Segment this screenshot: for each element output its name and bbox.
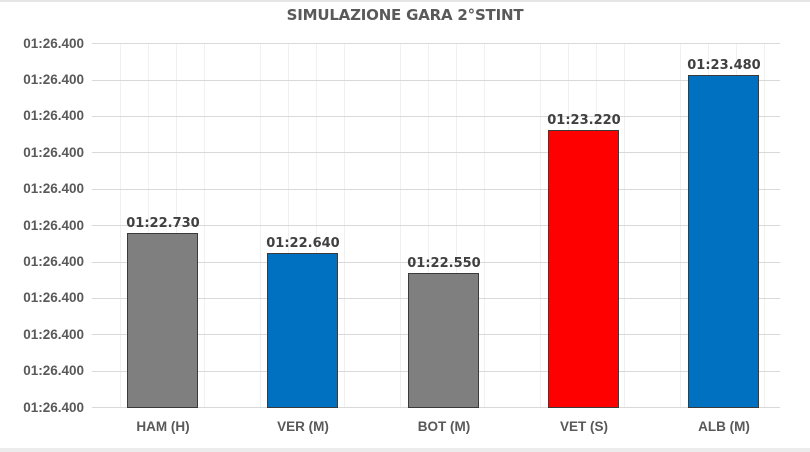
- y-tick-label: 01:26.400: [23, 181, 84, 196]
- y-tick-label: 01:26.400: [23, 290, 84, 305]
- y-tick-label: 01:26.400: [23, 218, 84, 233]
- bar-vet: [548, 130, 619, 408]
- y-tick-label: 01:26.400: [23, 400, 84, 415]
- bar-value-label: 01:23.220: [547, 113, 621, 128]
- h-gridline: [92, 43, 780, 44]
- y-tick-label: 01:26.400: [23, 363, 84, 378]
- chart-title: SIMULAZIONE GARA 2°STINT: [286, 6, 524, 24]
- x-tick-label: VET (S): [559, 419, 608, 434]
- top-border: [0, 0, 810, 2]
- x-tick-label: HAM (H): [136, 419, 190, 434]
- bar-alb: [688, 75, 759, 408]
- y-tick-label: 01:26.400: [23, 254, 84, 269]
- x-tick-label: BOT (M): [417, 419, 471, 434]
- x-tick-label: ALB (M): [698, 419, 750, 434]
- h-gridline: [92, 262, 780, 263]
- y-tick-label: 01:26.400: [23, 327, 84, 342]
- y-tick-label: 01:26.400: [23, 108, 84, 123]
- bar-ham: [127, 233, 198, 408]
- y-tick-label: 01:26.400: [23, 145, 84, 160]
- x-tick-label: VER (M): [277, 419, 329, 434]
- bar-bot: [408, 273, 479, 408]
- h-gridline: [92, 225, 780, 226]
- bar-value-label: 01:23.480: [687, 58, 761, 73]
- h-gridline: [92, 80, 780, 81]
- h-gridline: [92, 116, 780, 117]
- bar-value-label: 01:22.550: [407, 256, 481, 271]
- bottom-border: [0, 448, 810, 452]
- h-gridline: [92, 189, 780, 190]
- h-gridline: [92, 152, 780, 153]
- bar-ver: [267, 253, 338, 408]
- y-tick-label: 01:26.400: [23, 72, 84, 87]
- y-tick-label: 01:26.400: [23, 36, 84, 51]
- bar-value-label: 01:22.730: [126, 216, 200, 231]
- bar-value-label: 01:22.640: [266, 236, 340, 251]
